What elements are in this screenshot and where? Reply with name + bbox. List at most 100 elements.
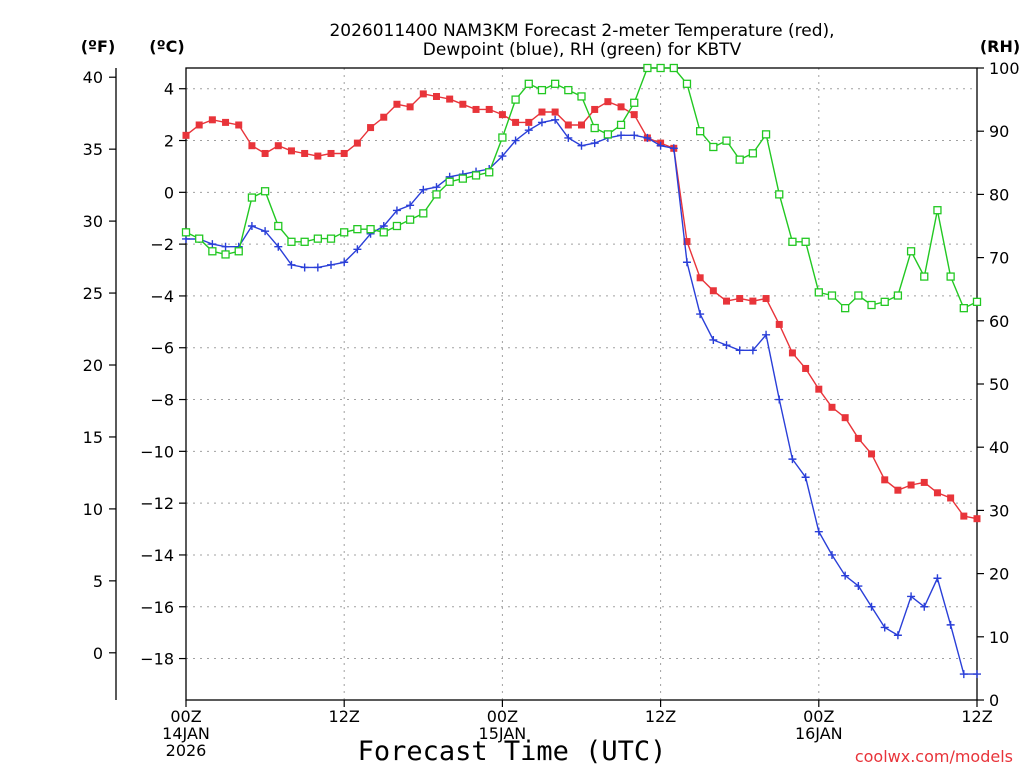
fahrenheit-tick-label: 40 (83, 68, 103, 87)
dewpoint-point (682, 258, 691, 267)
chart-title-line-1: 2026011400 NAM3KM Forecast 2-meter Tempe… (329, 21, 834, 41)
dewpoint-point (617, 131, 626, 140)
dewpoint-point (590, 139, 599, 148)
relative-humidity-point (880, 297, 889, 306)
celsius-tick-label: −10 (140, 442, 174, 461)
2-meter-temperature-point (617, 103, 625, 111)
dewpoint-point (432, 183, 441, 192)
relative-humidity-point (827, 291, 837, 300)
fahrenheit-tick-label: 5 (93, 572, 103, 591)
relative-humidity-point (775, 190, 784, 199)
relative-humidity-point (511, 95, 520, 104)
rh-tick-label: 90 (989, 122, 1009, 141)
2-meter-temperature-point (472, 105, 480, 113)
2-meter-temperature-point (709, 287, 717, 295)
2-meter-temperature-point (960, 512, 968, 520)
rh-tick-label: 40 (989, 438, 1009, 457)
relative-humidity-point (841, 304, 850, 313)
2-meter-temperature-point (630, 111, 638, 119)
dewpoint-point (867, 602, 876, 611)
2-meter-temperature-point (907, 481, 915, 489)
rh-unit-label: (RH) (980, 37, 1020, 56)
2-meter-temperature-point (538, 108, 546, 116)
relative-humidity-point (432, 190, 441, 199)
x-axis-title: Forecast Time (UTC) (358, 736, 667, 767)
2-meter-temperature-point (723, 297, 731, 305)
credit-text: coolwx.com/models (855, 747, 1013, 766)
relative-humidity-point (181, 228, 191, 237)
dewpoint-point (327, 260, 336, 269)
2-meter-temperature-point (274, 142, 282, 150)
relative-humidity-point (537, 85, 547, 95)
2-meter-temperature-point (498, 111, 506, 119)
relative-humidity-point (893, 291, 903, 300)
2-meter-temperature-point (933, 489, 941, 497)
relative-humidity-point (326, 234, 336, 243)
2-meter-temperature-line (185, 93, 978, 520)
dewpoint-point (643, 133, 652, 142)
relative-humidity-point (287, 237, 296, 246)
rh-tick-label: 20 (989, 565, 1009, 584)
celsius-tick-label: −12 (140, 494, 174, 513)
chart-title-line-2: Dewpoint (blue), RH (green) for KBTV (423, 40, 742, 60)
relative-humidity-point (946, 272, 955, 281)
relative-humidity-point (313, 234, 322, 243)
dewpoint-point (524, 126, 533, 135)
plot-frame (185, 67, 978, 701)
x-tick-label: 12Z (645, 707, 676, 726)
2-meter-temperature-point (564, 121, 572, 129)
dewpoint-point (221, 242, 230, 251)
relative-humidity-point (761, 130, 771, 139)
relative-humidity-point (340, 228, 349, 237)
dewpoint-point (551, 115, 560, 124)
2-meter-temperature-point (393, 100, 401, 108)
dewpoint-point (709, 335, 718, 344)
2-meter-temperature-point (973, 515, 981, 523)
x-tick-label-line: 12Z (329, 707, 360, 726)
celsius-unit-label: (ºC) (149, 37, 184, 56)
dewpoint-point (696, 310, 705, 319)
relative-humidity-point (247, 193, 257, 202)
dewpoint-point (959, 670, 968, 679)
dewpoint-point (907, 592, 916, 601)
2-meter-temperature-point (287, 147, 295, 155)
x-tick-label-line: 16JAN (795, 724, 843, 743)
relative-humidity-point (458, 174, 468, 183)
dewpoint-point (841, 571, 850, 580)
2-meter-temperature-point (380, 113, 388, 121)
relative-humidity-point (195, 234, 204, 243)
2-meter-temperature-point (235, 121, 243, 129)
rh-tick-label: 0 (989, 691, 999, 710)
x-tick-label: 12Z (329, 707, 360, 726)
2-meter-temperature-point (340, 149, 348, 157)
relative-humidity-point (471, 171, 481, 180)
2-meter-temperature-point (432, 92, 440, 100)
2-meter-temperature-point (947, 494, 955, 502)
relative-humidity-point (682, 79, 692, 88)
relative-humidity-point (854, 291, 863, 300)
fahrenheit-tick-label: 15 (83, 428, 103, 447)
celsius-tick-label: −16 (140, 598, 174, 617)
x-tick-label-line: 15JAN (479, 724, 527, 743)
relative-humidity-point (735, 155, 744, 164)
dewpoint-point (392, 206, 401, 215)
axes (109, 67, 984, 707)
dewpoint-point (406, 201, 415, 210)
relative-humidity-point (920, 272, 929, 281)
relative-humidity-point (959, 304, 968, 313)
relative-humidity-point (656, 63, 665, 73)
relative-humidity-point (498, 133, 507, 142)
relative-humidity-point (274, 221, 283, 231)
2-meter-temperature-point (459, 100, 467, 108)
2-meter-temperature-point (788, 349, 796, 357)
relative-humidity-point (643, 63, 652, 73)
2-meter-temperature-point (446, 95, 454, 103)
dewpoint-point (340, 258, 349, 267)
2-meter-temperature-point (696, 274, 704, 282)
dewpoint-point (287, 260, 296, 269)
2-meter-temperature-point (775, 320, 783, 328)
celsius-tick-label: −4 (150, 287, 174, 306)
celsius-tick-label: −6 (150, 339, 174, 358)
2-meter-temperature-point (578, 121, 585, 129)
2-meter-temperature-point (749, 297, 757, 305)
